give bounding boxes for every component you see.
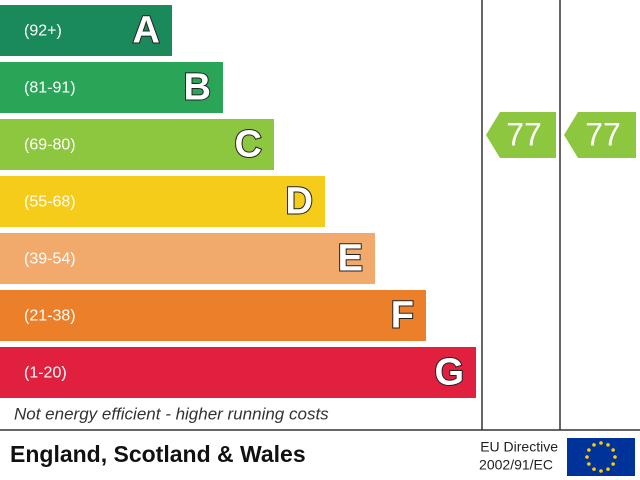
flag-star — [606, 467, 610, 471]
flag-star — [606, 443, 610, 447]
flag-star — [592, 467, 596, 471]
flag-star — [611, 462, 615, 466]
directive: EU Directive — [480, 439, 558, 455]
band-letter: D — [286, 181, 313, 223]
band — [0, 62, 223, 113]
rating-arrow — [564, 112, 636, 158]
band-range: (1-20) — [24, 365, 67, 382]
rating-value: 77 — [506, 116, 542, 152]
rating-value: 77 — [585, 116, 621, 152]
band-letter: E — [338, 238, 363, 280]
band-range: (55-68) — [24, 194, 76, 211]
band-range: (21-38) — [24, 308, 76, 325]
band — [0, 176, 325, 227]
band — [0, 290, 426, 341]
band — [0, 119, 274, 170]
band — [0, 347, 476, 398]
note: Not energy efficient - higher running co… — [14, 404, 329, 423]
region: England, Scotland & Wales — [10, 441, 306, 467]
band-letter: C — [235, 124, 262, 166]
flag-star — [587, 462, 591, 466]
rating-arrow — [486, 112, 556, 158]
flag-star — [613, 455, 617, 459]
directive: 2002/91/EC — [479, 457, 553, 473]
band-range: (92+) — [24, 23, 62, 40]
flag-star — [592, 443, 596, 447]
band — [0, 233, 375, 284]
flag-star — [585, 455, 589, 459]
band-range: (69-80) — [24, 137, 76, 154]
band-letter: F — [391, 295, 414, 337]
band — [0, 5, 172, 56]
flag-star — [587, 448, 591, 452]
band-letter: B — [184, 67, 211, 109]
band-letter: A — [133, 10, 160, 52]
band-range: (39-54) — [24, 251, 76, 268]
flag-star — [599, 441, 603, 445]
band-range: (81-91) — [24, 80, 76, 97]
flag-star — [599, 469, 603, 473]
eu-flag — [567, 438, 635, 476]
flag-star — [611, 448, 615, 452]
band-letter: G — [434, 352, 464, 394]
